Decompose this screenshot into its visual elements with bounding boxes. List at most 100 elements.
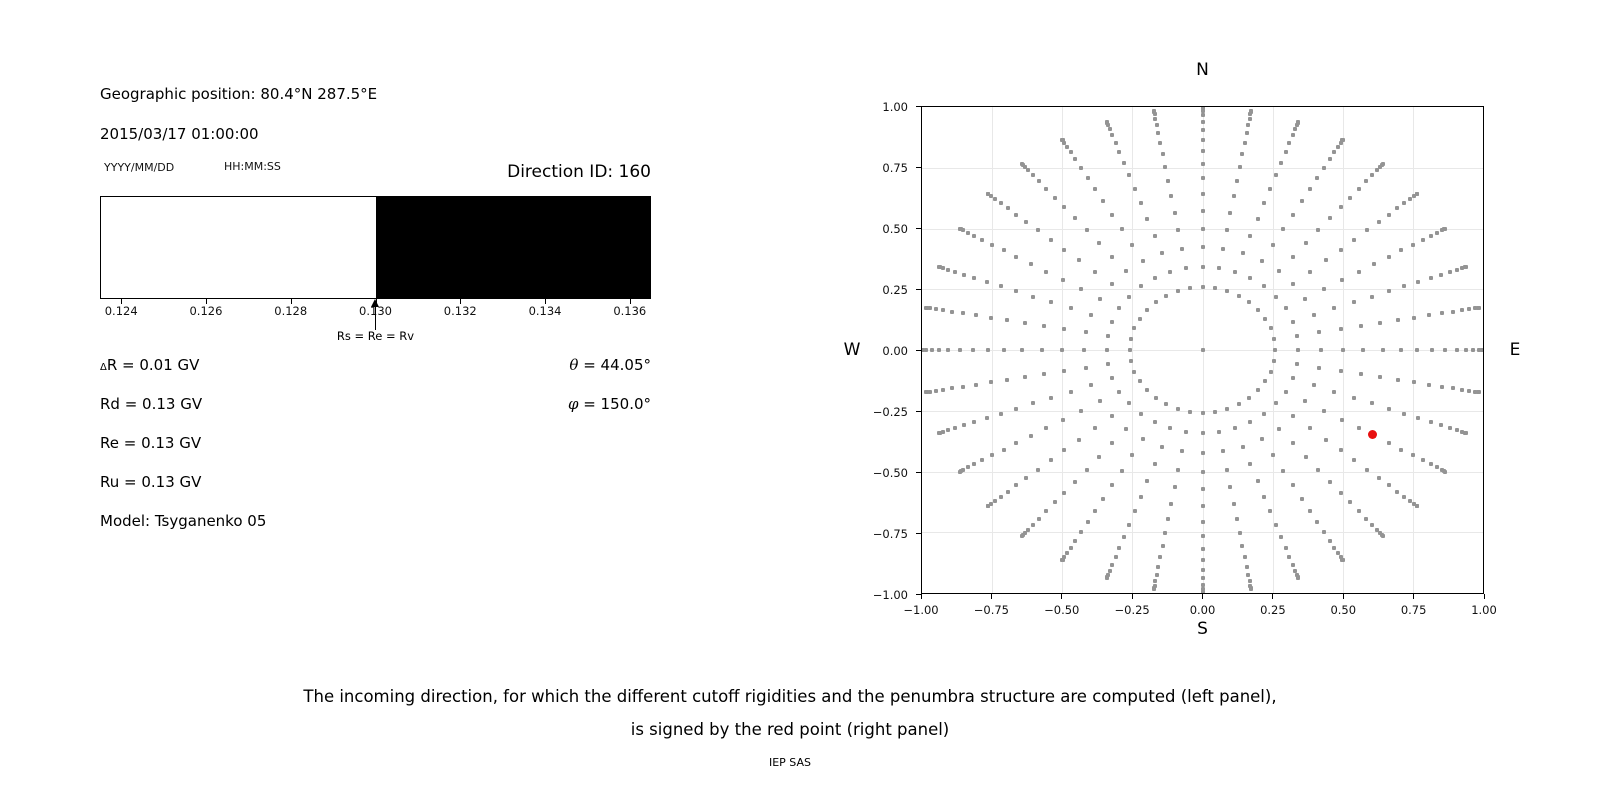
- x-tick-mark: [990, 594, 992, 599]
- direction-dot: [1443, 469, 1448, 474]
- direction-dot: [985, 504, 990, 509]
- direction-dot: [1450, 309, 1455, 314]
- direction-dot: [1268, 326, 1273, 331]
- direction-dot: [992, 498, 997, 503]
- direction-dot: [1144, 307, 1149, 312]
- direction-dot: [1026, 527, 1031, 532]
- direction-dot: [1255, 217, 1260, 222]
- direction-dot: [936, 264, 941, 269]
- penumbra-tick: [205, 299, 207, 304]
- penumbra-tick-label: 0.136: [613, 304, 647, 318]
- direction-dot: [1374, 527, 1379, 532]
- y-tick-label: 0.75: [882, 161, 908, 175]
- direction-dot: [1279, 535, 1284, 540]
- direction-dot: [1268, 369, 1273, 374]
- direction-dot: [1217, 429, 1222, 434]
- geo-position-text: Geographic position: 80.4°N 287.5°E: [100, 85, 378, 103]
- direction-dot: [1167, 269, 1172, 274]
- direction-dot: [985, 191, 990, 196]
- direction-dot: [1369, 173, 1374, 178]
- grid-line-horizontal: [922, 532, 1483, 534]
- direction-dot: [929, 348, 934, 352]
- penumbra-tick: [121, 299, 123, 304]
- direction-dot: [1263, 316, 1268, 321]
- direction-dot: [1129, 337, 1133, 342]
- direction-dot: [1073, 479, 1077, 484]
- direction-dot: [990, 453, 995, 458]
- direction-dot: [1247, 396, 1252, 401]
- direction-dot: [1213, 286, 1218, 291]
- direction-dot: [933, 307, 938, 312]
- direction-dot: [1233, 426, 1238, 431]
- direction-dot: [924, 305, 929, 310]
- direction-dot: [1408, 498, 1413, 503]
- direction-dot: [1124, 426, 1129, 431]
- direction-dot: [1247, 299, 1252, 304]
- direction-dot: [1283, 389, 1288, 394]
- direction-dot: [1077, 437, 1082, 442]
- direction-dot: [1242, 140, 1247, 145]
- direction-dot: [1156, 131, 1161, 136]
- direction-dot: [1307, 186, 1312, 191]
- direction-dot: [1024, 220, 1029, 225]
- direction-dot: [1386, 212, 1391, 217]
- direction-dot: [1415, 348, 1420, 352]
- direction-dot: [1068, 389, 1073, 394]
- direction-dot: [1127, 522, 1131, 527]
- direction-dot: [1093, 186, 1098, 191]
- direction-dot: [1246, 572, 1251, 577]
- direction-dot: [1402, 494, 1407, 499]
- direction-dot: [1062, 448, 1067, 453]
- direction-dot: [1049, 300, 1054, 305]
- direction-dot: [1296, 119, 1301, 124]
- direction-dot: [1259, 259, 1264, 264]
- penumbra-band-chart: [100, 196, 651, 299]
- direction-dot: [1110, 133, 1115, 138]
- direction-dot: [1031, 173, 1036, 178]
- direction-dot: [1104, 348, 1109, 352]
- direction-dot: [1183, 266, 1188, 271]
- param-re: Re = 0.13 GV: [100, 434, 202, 452]
- direction-dot: [1386, 483, 1391, 488]
- y-tick-label: −0.75: [872, 527, 908, 541]
- direction-dot: [952, 269, 957, 274]
- direction-dot: [1065, 551, 1070, 556]
- direction-dot: [1084, 228, 1089, 233]
- x-tick-label: −0.50: [1044, 603, 1080, 617]
- direction-dot: [1104, 576, 1109, 581]
- direction-dot: [1236, 293, 1241, 298]
- direction-dot: [1244, 131, 1249, 136]
- penumbra-tick: [545, 299, 547, 304]
- direction-dot: [1106, 123, 1111, 128]
- direction-dot: [1022, 375, 1027, 380]
- direction-dot: [1187, 286, 1192, 291]
- direction-dot: [950, 309, 955, 314]
- direction-dot: [1035, 467, 1040, 472]
- direction-dot: [961, 228, 966, 233]
- direction-dot: [1031, 522, 1036, 527]
- direction-dot: [1420, 458, 1425, 463]
- direction-dot: [1110, 319, 1115, 324]
- direction-dot: [1472, 306, 1477, 311]
- direction-dot: [1200, 587, 1205, 592]
- direction-dot: [1152, 112, 1157, 117]
- direction-dot: [1107, 568, 1112, 573]
- direction-dot: [1151, 587, 1156, 592]
- direction-dot: [1138, 201, 1143, 206]
- x-tick-label: 0.00: [1189, 603, 1216, 617]
- param-delta-r-value: R = 0.01 GV: [106, 356, 200, 374]
- cutoff-arrow-label: Rs = Re = Rv: [336, 329, 415, 343]
- direction-dot: [961, 311, 966, 316]
- direction-dot: [1365, 467, 1370, 472]
- direction-dot: [1158, 555, 1163, 560]
- direction-dot: [1224, 467, 1229, 472]
- direction-dot: [1316, 228, 1321, 233]
- direction-dot: [1110, 212, 1115, 217]
- direction-dot: [1378, 375, 1383, 380]
- param-theta: θ = 44.05°: [100, 356, 651, 374]
- direction-dot: [1340, 137, 1345, 142]
- direction-dot: [940, 387, 945, 392]
- direction-dot: [988, 380, 993, 385]
- direction-dot: [1138, 494, 1143, 499]
- direction-dot: [1255, 478, 1260, 483]
